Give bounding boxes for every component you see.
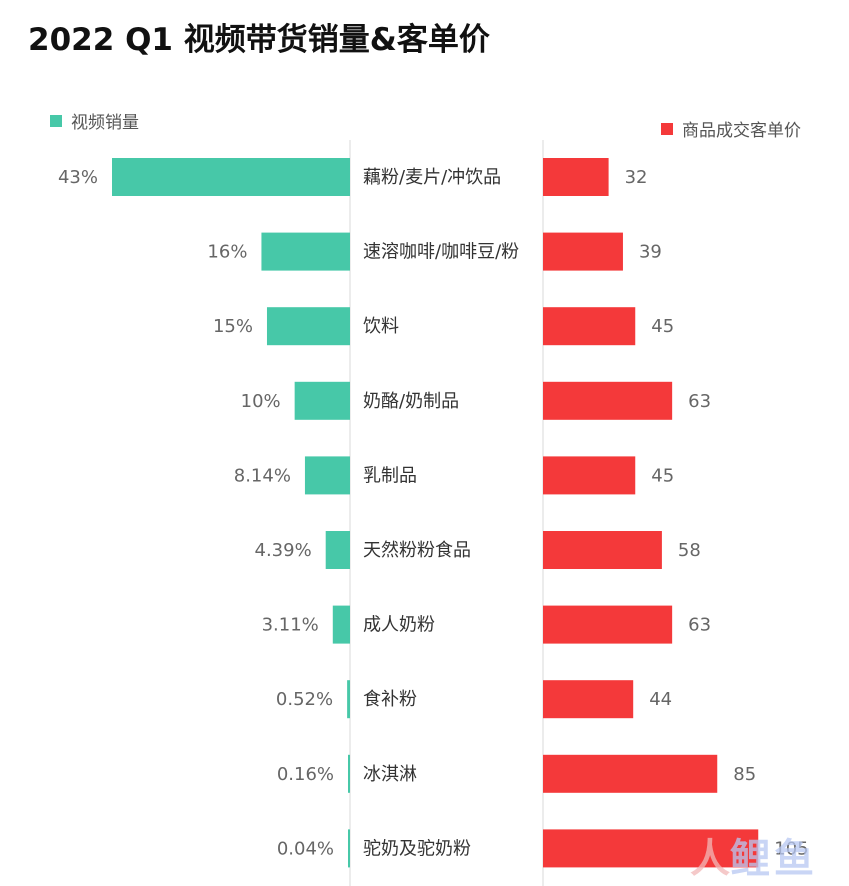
price-labels: 32 39 45 63 45 58 63 44 85 105 bbox=[625, 167, 809, 859]
sales-bar bbox=[348, 754, 350, 793]
sales-bar bbox=[347, 680, 350, 719]
category-label: 奶酪/奶制品 bbox=[363, 391, 459, 412]
price-value-label: 32 bbox=[625, 167, 648, 188]
sales-value-label: 16% bbox=[207, 242, 247, 263]
price-value-label: 44 bbox=[649, 689, 672, 710]
category-label: 乳制品 bbox=[363, 465, 417, 486]
price-bar bbox=[543, 605, 673, 644]
sales-labels: 43% 16% 15% 10% 8.14% 4.39% 3.11% 0.52% 0.16% 0.0… bbox=[58, 167, 334, 859]
category-label: 速溶咖啡/咖啡豆/粉 bbox=[363, 242, 519, 263]
price-value-label: 63 bbox=[688, 391, 711, 412]
price-bar bbox=[543, 158, 609, 196]
legend-sales: 视频销量 bbox=[50, 108, 139, 133]
sales-value-label: 8.14% bbox=[234, 465, 291, 486]
category-label: 冰淇淋 bbox=[363, 764, 417, 785]
price-bar bbox=[543, 680, 634, 719]
legend-sales-label: 视频销量 bbox=[71, 113, 139, 133]
sales-value-label: 3.11% bbox=[262, 615, 319, 636]
category-label: 饮料 bbox=[363, 316, 399, 337]
price-value-label: 39 bbox=[639, 242, 662, 263]
category-label: 天然粉粉食品 bbox=[363, 540, 471, 561]
price-value-label: 45 bbox=[651, 316, 674, 337]
sales-value-label: 43% bbox=[58, 167, 98, 188]
price-bar bbox=[543, 307, 636, 346]
price-bar bbox=[543, 754, 718, 793]
category-label: 食补粉 bbox=[363, 689, 417, 710]
price-bar bbox=[543, 829, 759, 868]
svg-text:鲤: 鲤 bbox=[730, 836, 770, 882]
svg-text:人: 人 bbox=[690, 836, 730, 882]
sales-bar bbox=[294, 381, 350, 420]
category-label: 藕粉/麦片/冲饮品 bbox=[363, 167, 501, 188]
category-label: 成人奶粉 bbox=[363, 615, 435, 636]
sales-bar bbox=[325, 531, 350, 569]
watermark-logo: 人 鲤 鱼 bbox=[690, 836, 814, 882]
sales-value-label: 15% bbox=[213, 316, 253, 337]
sales-bar bbox=[112, 158, 350, 196]
legend-price: 商品成交客单价 bbox=[661, 116, 801, 141]
legend-sales-swatch bbox=[50, 114, 62, 127]
sales-value-label: 10% bbox=[241, 391, 281, 412]
sales-bar bbox=[261, 232, 350, 271]
price-bar bbox=[543, 232, 623, 271]
legend-price-label: 商品成交客单价 bbox=[682, 121, 801, 141]
sales-bar bbox=[266, 307, 350, 346]
price-bar bbox=[543, 381, 673, 420]
sales-bar bbox=[304, 456, 350, 495]
price-value-label: 58 bbox=[678, 540, 701, 561]
category-labels: 藕粉/麦片/冲饮品速溶咖啡/咖啡豆/粉饮料奶酪/奶制品乳制品天然粉粉食品成人奶粉… bbox=[363, 167, 519, 859]
price-bar bbox=[543, 456, 636, 495]
price-bar bbox=[543, 531, 662, 569]
sales-value-label: 0.04% bbox=[277, 838, 334, 859]
sales-bar bbox=[332, 605, 350, 644]
sales-value-label: 0.16% bbox=[277, 764, 334, 785]
price-value-label: 63 bbox=[688, 615, 711, 636]
legend-price-swatch bbox=[661, 122, 673, 135]
sales-bar bbox=[348, 829, 350, 868]
sales-bars bbox=[112, 158, 350, 868]
price-value-label: 45 bbox=[651, 465, 674, 486]
chart-title: 2022 Q1 视频带货销量&客单价 bbox=[28, 22, 490, 58]
price-bars bbox=[543, 158, 759, 868]
price-value-label: 105 bbox=[774, 838, 808, 859]
sales-value-label: 4.39% bbox=[255, 540, 312, 561]
svg-text:鱼: 鱼 bbox=[774, 836, 814, 882]
price-value-label: 85 bbox=[733, 764, 756, 785]
category-label: 驼奶及驼奶粉 bbox=[363, 838, 471, 859]
sales-value-label: 0.52% bbox=[276, 689, 333, 710]
